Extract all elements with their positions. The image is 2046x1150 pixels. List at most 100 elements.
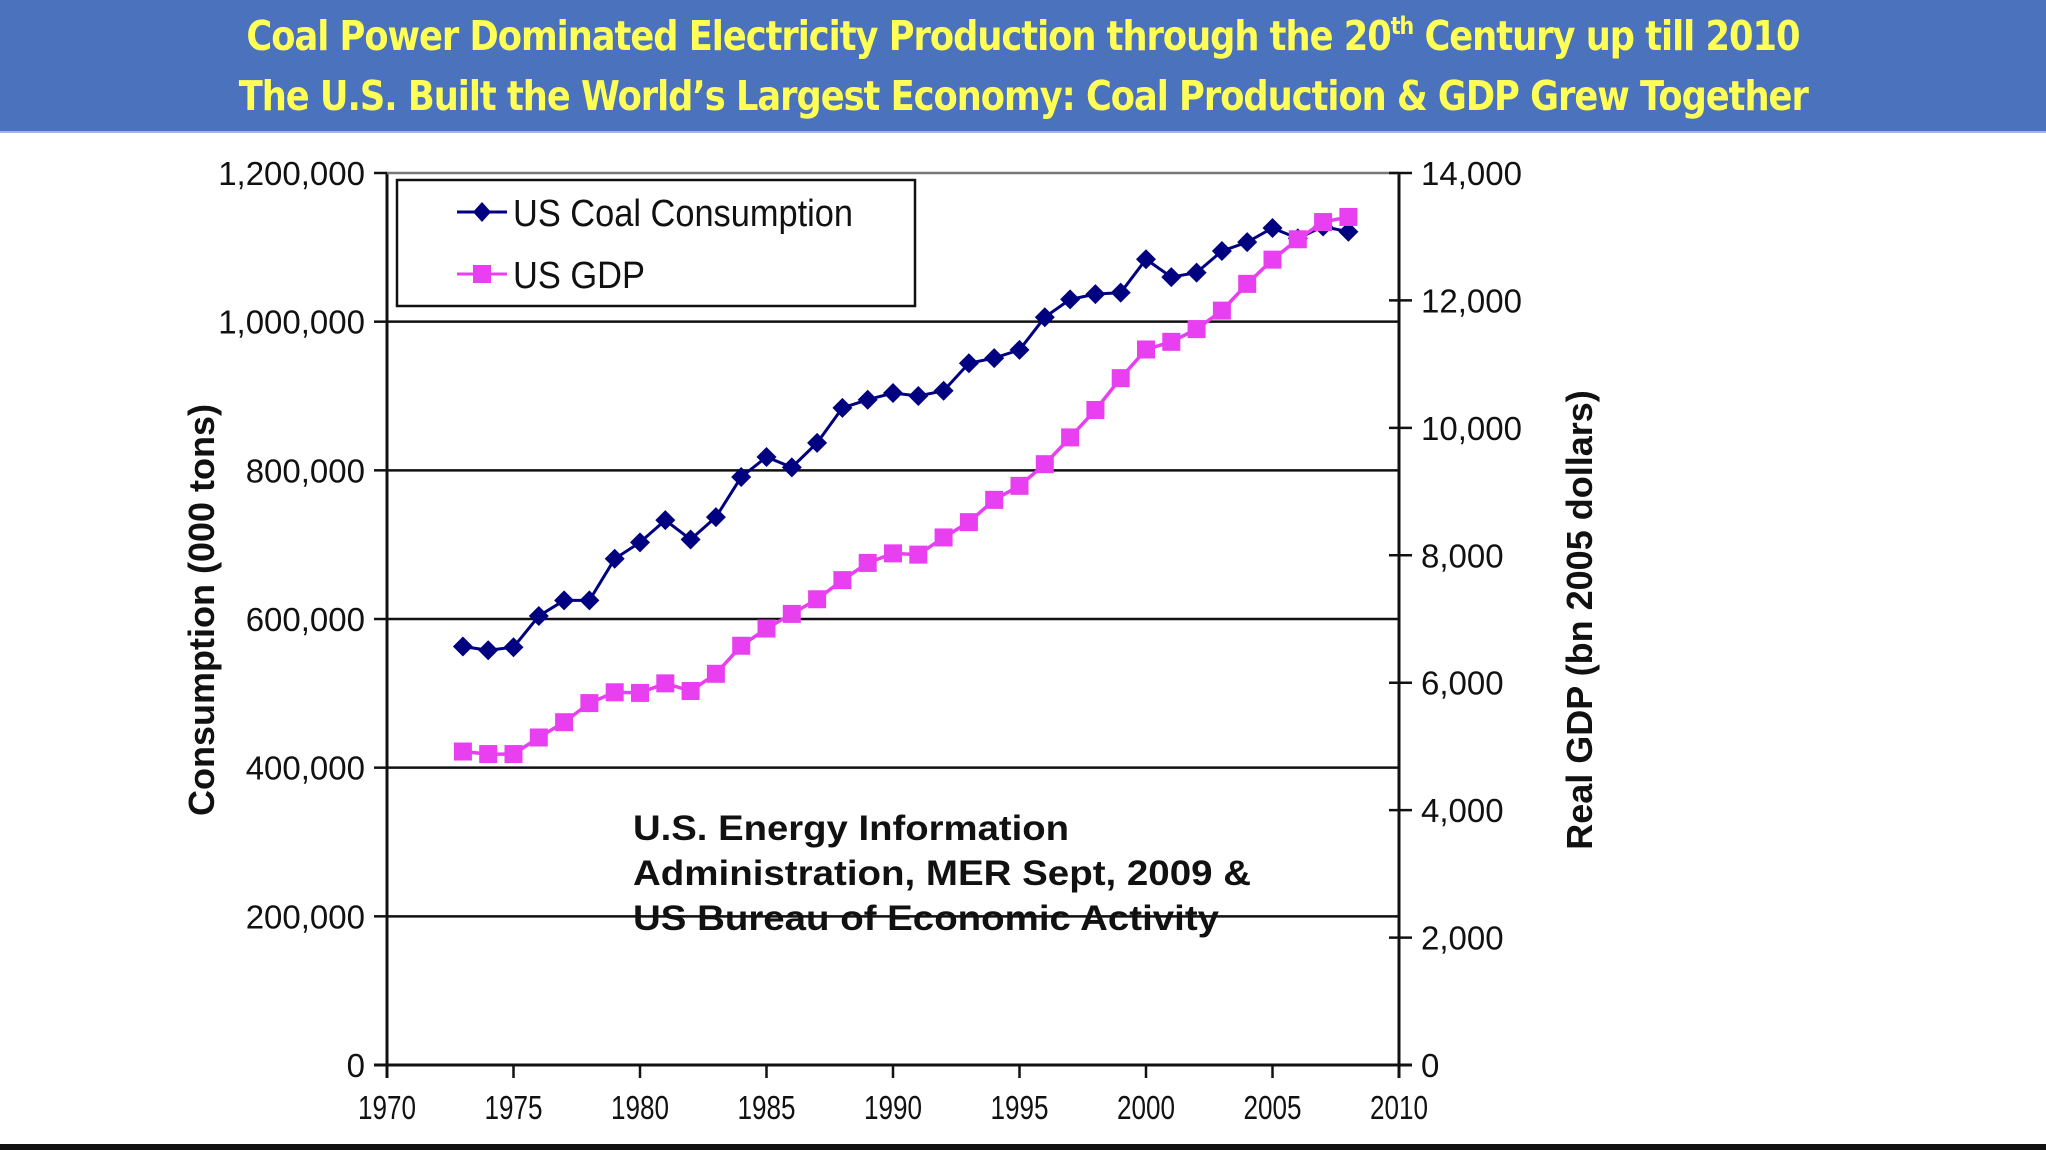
right-y-tick-label: 4,000 bbox=[1421, 792, 1504, 829]
left-y-tick-label: 1,200,000 bbox=[218, 155, 365, 192]
right-y-tick-label: 8,000 bbox=[1421, 537, 1504, 574]
title-line-1-main: Coal Power Dominated Electricity Product… bbox=[246, 11, 1391, 60]
data-point-coal bbox=[781, 457, 802, 478]
data-point-coal bbox=[933, 380, 954, 401]
data-point-gdp bbox=[1212, 301, 1231, 320]
series-group bbox=[452, 207, 1359, 764]
data-point-gdp bbox=[1010, 476, 1029, 495]
annotation-line-2: Administration, MER Sept, 2009 & bbox=[633, 854, 1251, 893]
data-point-gdp bbox=[504, 745, 523, 764]
data-point-gdp bbox=[934, 528, 953, 547]
data-point-gdp bbox=[858, 553, 877, 572]
left-y-tick-label: 0 bbox=[347, 1047, 365, 1084]
data-point-gdp bbox=[1086, 401, 1105, 420]
legend-coal-diamond-marker bbox=[473, 202, 491, 222]
legend-gdp-label: US GDP bbox=[513, 255, 645, 297]
annotation-line-1: U.S. Energy Information bbox=[633, 809, 1069, 848]
x-ticks: 1970 1975 1980 1985 1990 1995 2000 2005 2010 bbox=[358, 1065, 1428, 1126]
data-point-coal bbox=[807, 432, 828, 453]
legend-gdp-square-marker bbox=[473, 265, 491, 283]
right-y-tick-label: 14,000 bbox=[1421, 155, 1522, 192]
data-point-gdp bbox=[1187, 320, 1206, 339]
data-point-coal bbox=[883, 383, 903, 404]
data-point-coal bbox=[655, 510, 676, 531]
data-point-gdp bbox=[732, 636, 751, 655]
data-point-gdp bbox=[1339, 207, 1358, 226]
data-point-coal bbox=[1186, 262, 1207, 283]
data-point-gdp bbox=[757, 619, 776, 638]
data-point-coal bbox=[1262, 218, 1283, 239]
data-point-coal bbox=[1338, 221, 1359, 242]
data-point-coal bbox=[1161, 267, 1182, 288]
title-line-1: Coal Power Dominated Electricity Product… bbox=[246, 6, 1801, 66]
data-point-coal bbox=[731, 467, 752, 488]
x-tick-label: 1985 bbox=[738, 1089, 796, 1126]
data-point-coal bbox=[503, 637, 524, 658]
right-y-tick-label: 10,000 bbox=[1421, 410, 1522, 447]
legend: US Coal Consumption US GDP bbox=[395, 178, 917, 308]
data-point-gdp bbox=[909, 545, 928, 564]
x-tick-label: 1995 bbox=[991, 1089, 1049, 1126]
x-tick-label: 2005 bbox=[1244, 1089, 1302, 1126]
data-point-gdp bbox=[1314, 213, 1333, 232]
legend-coal-label: US Coal Consumption bbox=[513, 193, 853, 235]
annotation-line-3: US Bureau of Economic Activity bbox=[633, 899, 1220, 938]
data-point-coal bbox=[604, 548, 625, 569]
data-point-coal bbox=[1009, 339, 1030, 360]
data-point-coal bbox=[554, 590, 575, 611]
data-point-coal bbox=[1136, 249, 1156, 270]
title-line-1-end: Century up till 2010 bbox=[1413, 11, 1801, 60]
x-tick-label: 1970 bbox=[358, 1089, 416, 1126]
data-point-gdp bbox=[706, 664, 725, 683]
left-y-axis-title: Consumption (000 tons) bbox=[181, 404, 222, 816]
right-y-axis-title: Real GDP (bn 2005 dollars) bbox=[1559, 390, 1600, 850]
right-y-tick-label: 2,000 bbox=[1421, 920, 1504, 957]
left-y-tick-label: 1,000,000 bbox=[218, 304, 365, 341]
data-point-coal bbox=[1211, 241, 1232, 262]
series-gdp bbox=[453, 207, 1358, 764]
data-point-gdp bbox=[605, 683, 624, 702]
data-point-gdp bbox=[985, 490, 1004, 509]
data-point-gdp bbox=[1137, 340, 1155, 359]
data-point-gdp bbox=[884, 544, 902, 563]
data-point-coal bbox=[908, 386, 929, 406]
data-point-coal bbox=[857, 389, 878, 410]
data-point-gdp bbox=[1263, 250, 1282, 269]
data-point-coal bbox=[528, 606, 549, 627]
data-point-gdp bbox=[959, 513, 978, 532]
data-point-coal bbox=[478, 640, 499, 661]
left-y-tick-label: 600,000 bbox=[246, 601, 365, 638]
data-point-coal bbox=[630, 532, 650, 553]
x-tick-label: 1990 bbox=[864, 1089, 922, 1126]
data-point-gdp bbox=[1288, 230, 1307, 249]
left-y-tick-label: 200,000 bbox=[246, 898, 365, 935]
data-point-coal bbox=[958, 353, 979, 374]
data-point-gdp bbox=[808, 590, 827, 609]
data-point-coal bbox=[984, 348, 1005, 369]
data-point-gdp bbox=[1111, 369, 1130, 388]
bottom-edge-bar bbox=[0, 1144, 2046, 1150]
right-y-tick-label: 12,000 bbox=[1421, 282, 1522, 319]
data-point-coal bbox=[1085, 284, 1106, 305]
legend-box bbox=[395, 178, 917, 308]
data-point-coal bbox=[756, 446, 777, 467]
source-annotation: U.S. Energy Information Administration, … bbox=[633, 809, 1251, 938]
data-point-coal bbox=[1237, 232, 1258, 253]
data-point-coal bbox=[832, 397, 853, 418]
data-point-gdp bbox=[479, 745, 498, 764]
data-point-gdp bbox=[681, 681, 700, 700]
data-point-gdp bbox=[580, 694, 599, 713]
data-point-gdp bbox=[782, 604, 801, 623]
data-point-coal bbox=[680, 529, 701, 550]
data-point-coal bbox=[579, 590, 600, 611]
right-y-ticks: 0 2,000 4,000 6,000 8,000 10,000 12,000 14,000 bbox=[1389, 155, 1522, 1084]
data-point-gdp bbox=[833, 571, 852, 590]
data-point-gdp bbox=[656, 674, 675, 693]
right-y-tick-label: 0 bbox=[1421, 1047, 1439, 1084]
title-line-2: The U.S. Built the World’s Largest Econo… bbox=[238, 71, 1808, 120]
data-point-coal bbox=[1034, 307, 1055, 328]
right-y-tick-label: 6,000 bbox=[1421, 665, 1504, 702]
data-point-gdp bbox=[1035, 455, 1054, 474]
title-banner: Coal Power Dominated Electricity Product… bbox=[0, 0, 2046, 133]
x-tick-label: 2010 bbox=[1370, 1089, 1428, 1126]
